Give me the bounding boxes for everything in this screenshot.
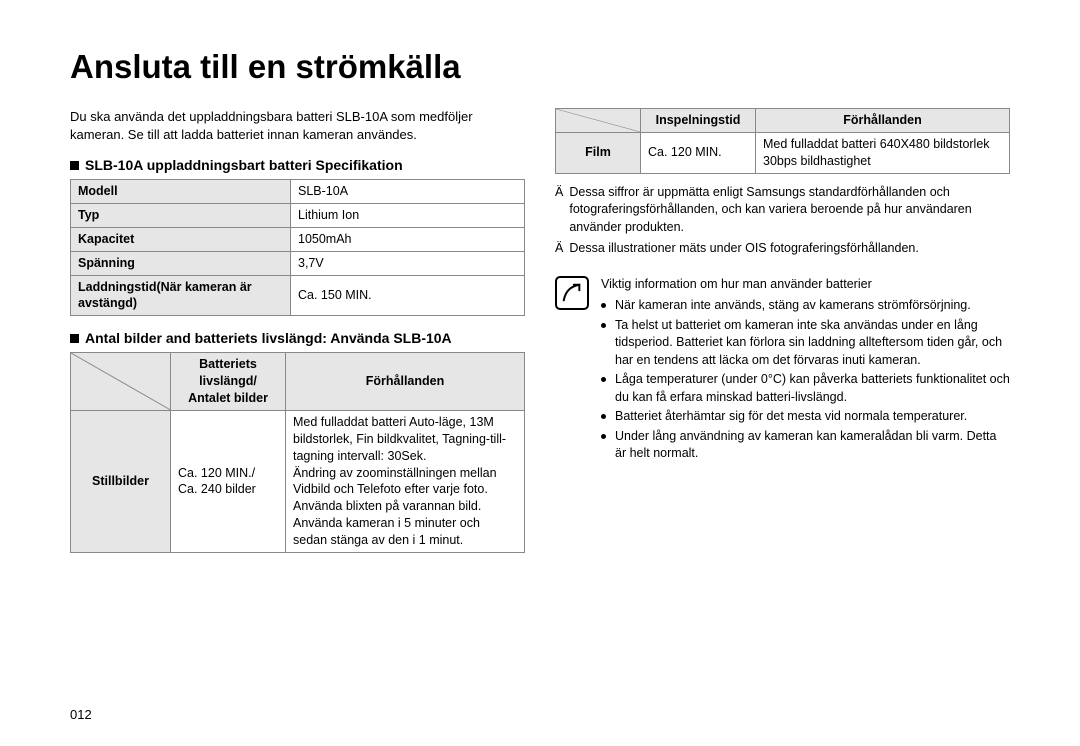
table-row: Laddningstid(När kameran är avstängd) Ca… (71, 275, 525, 316)
usage-row-cond: Med fulladdat batteri Auto-läge, 13M bil… (286, 410, 525, 552)
list-item: När kameran inte används, stäng av kamer… (601, 297, 1010, 315)
footnote-1: Ä Dessa siffror är uppmätta enligt Samsu… (555, 184, 1010, 237)
list-item: Under lång användning av kameran kan kam… (601, 428, 1010, 463)
spec-label: Kapacitet (71, 227, 291, 251)
spec-label: Laddningstid(När kameran är avstängd) (71, 275, 291, 316)
usage-table: Batteriets livslängd/ Antalet bilder För… (70, 352, 525, 553)
spec-label: Typ (71, 203, 291, 227)
table-row: Kapacitet 1050mAh (71, 227, 525, 251)
table-row: Modell SLB-10A (71, 180, 525, 204)
spec-value: Lithium Ion (291, 203, 525, 227)
diagonal-cell (556, 109, 641, 133)
spec-heading: SLB-10A uppladdningsbart batteri Specifi… (70, 157, 525, 173)
info-box: Viktig information om hur man använder b… (555, 276, 1010, 465)
usage-col-life: Batteriets livslängd/ Antalet bilder (171, 353, 286, 411)
film-row-cond: Med fulladdat batteri 640X480 bildstorle… (756, 132, 1010, 173)
right-column: Inspelningstid Förhållanden Film Ca. 120… (555, 108, 1010, 553)
spec-heading-text: SLB-10A uppladdningsbart batteri Specifi… (85, 157, 403, 173)
spec-label: Spänning (71, 251, 291, 275)
footnote-2-text: Dessa illustrationer mäts under OIS foto… (569, 240, 919, 258)
table-row: Film Ca. 120 MIN. Med fulladdat batteri … (556, 132, 1010, 173)
asterisk-icon: Ä (555, 184, 563, 237)
spec-label: Modell (71, 180, 291, 204)
film-col-cond: Förhållanden (756, 109, 1010, 133)
asterisk-icon: Ä (555, 240, 563, 258)
table-row: Spänning 3,7V (71, 251, 525, 275)
left-column: Du ska använda det uppladdningsbara batt… (70, 108, 525, 553)
usage-heading-text: Antal bilder and batteriets livslängd: A… (85, 330, 452, 346)
list-item: Ta helst ut batteriet om kameran inte sk… (601, 317, 1010, 370)
usage-col-cond: Förhållanden (286, 353, 525, 411)
list-item: Batteriet återhämtar sig för det mesta v… (601, 408, 1010, 426)
note-icon (555, 276, 589, 310)
film-row-time: Ca. 120 MIN. (641, 132, 756, 173)
table-row: Stillbilder Ca. 120 MIN./ Ca. 240 bilder… (71, 410, 525, 552)
diagonal-cell (71, 353, 171, 411)
page-number: 012 (70, 707, 92, 722)
film-table: Inspelningstid Förhållanden Film Ca. 120… (555, 108, 1010, 174)
list-item: Låga temperaturer (under 0°C) kan påverk… (601, 371, 1010, 406)
info-body: Viktig information om hur man använder b… (601, 276, 1010, 465)
film-row-label: Film (556, 132, 641, 173)
usage-row-label: Stillbilder (71, 410, 171, 552)
table-row: Typ Lithium Ion (71, 203, 525, 227)
film-col-time: Inspelningstid (641, 109, 756, 133)
table-header-row: Inspelningstid Förhållanden (556, 109, 1010, 133)
page-title: Ansluta till en strömkälla (70, 48, 1010, 86)
usage-heading: Antal bilder and batteriets livslängd: A… (70, 330, 525, 346)
table-header-row: Batteriets livslängd/ Antalet bilder För… (71, 353, 525, 411)
spec-value: 3,7V (291, 251, 525, 275)
spec-value: 1050mAh (291, 227, 525, 251)
footnote-2: Ä Dessa illustrationer mäts under OIS fo… (555, 240, 1010, 258)
footnote-1-text: Dessa siffror är uppmätta enligt Samsung… (569, 184, 1010, 237)
spec-value: Ca. 150 MIN. (291, 275, 525, 316)
intro-text: Du ska använda det uppladdningsbara batt… (70, 108, 525, 143)
spec-table: Modell SLB-10A Typ Lithium Ion Kapacitet… (70, 179, 525, 316)
spec-value: SLB-10A (291, 180, 525, 204)
info-list: När kameran inte används, stäng av kamer… (601, 297, 1010, 463)
usage-row-value: Ca. 120 MIN./ Ca. 240 bilder (171, 410, 286, 552)
two-column-layout: Du ska använda det uppladdningsbara batt… (70, 108, 1010, 553)
info-heading: Viktig information om hur man använder b… (601, 276, 1010, 294)
